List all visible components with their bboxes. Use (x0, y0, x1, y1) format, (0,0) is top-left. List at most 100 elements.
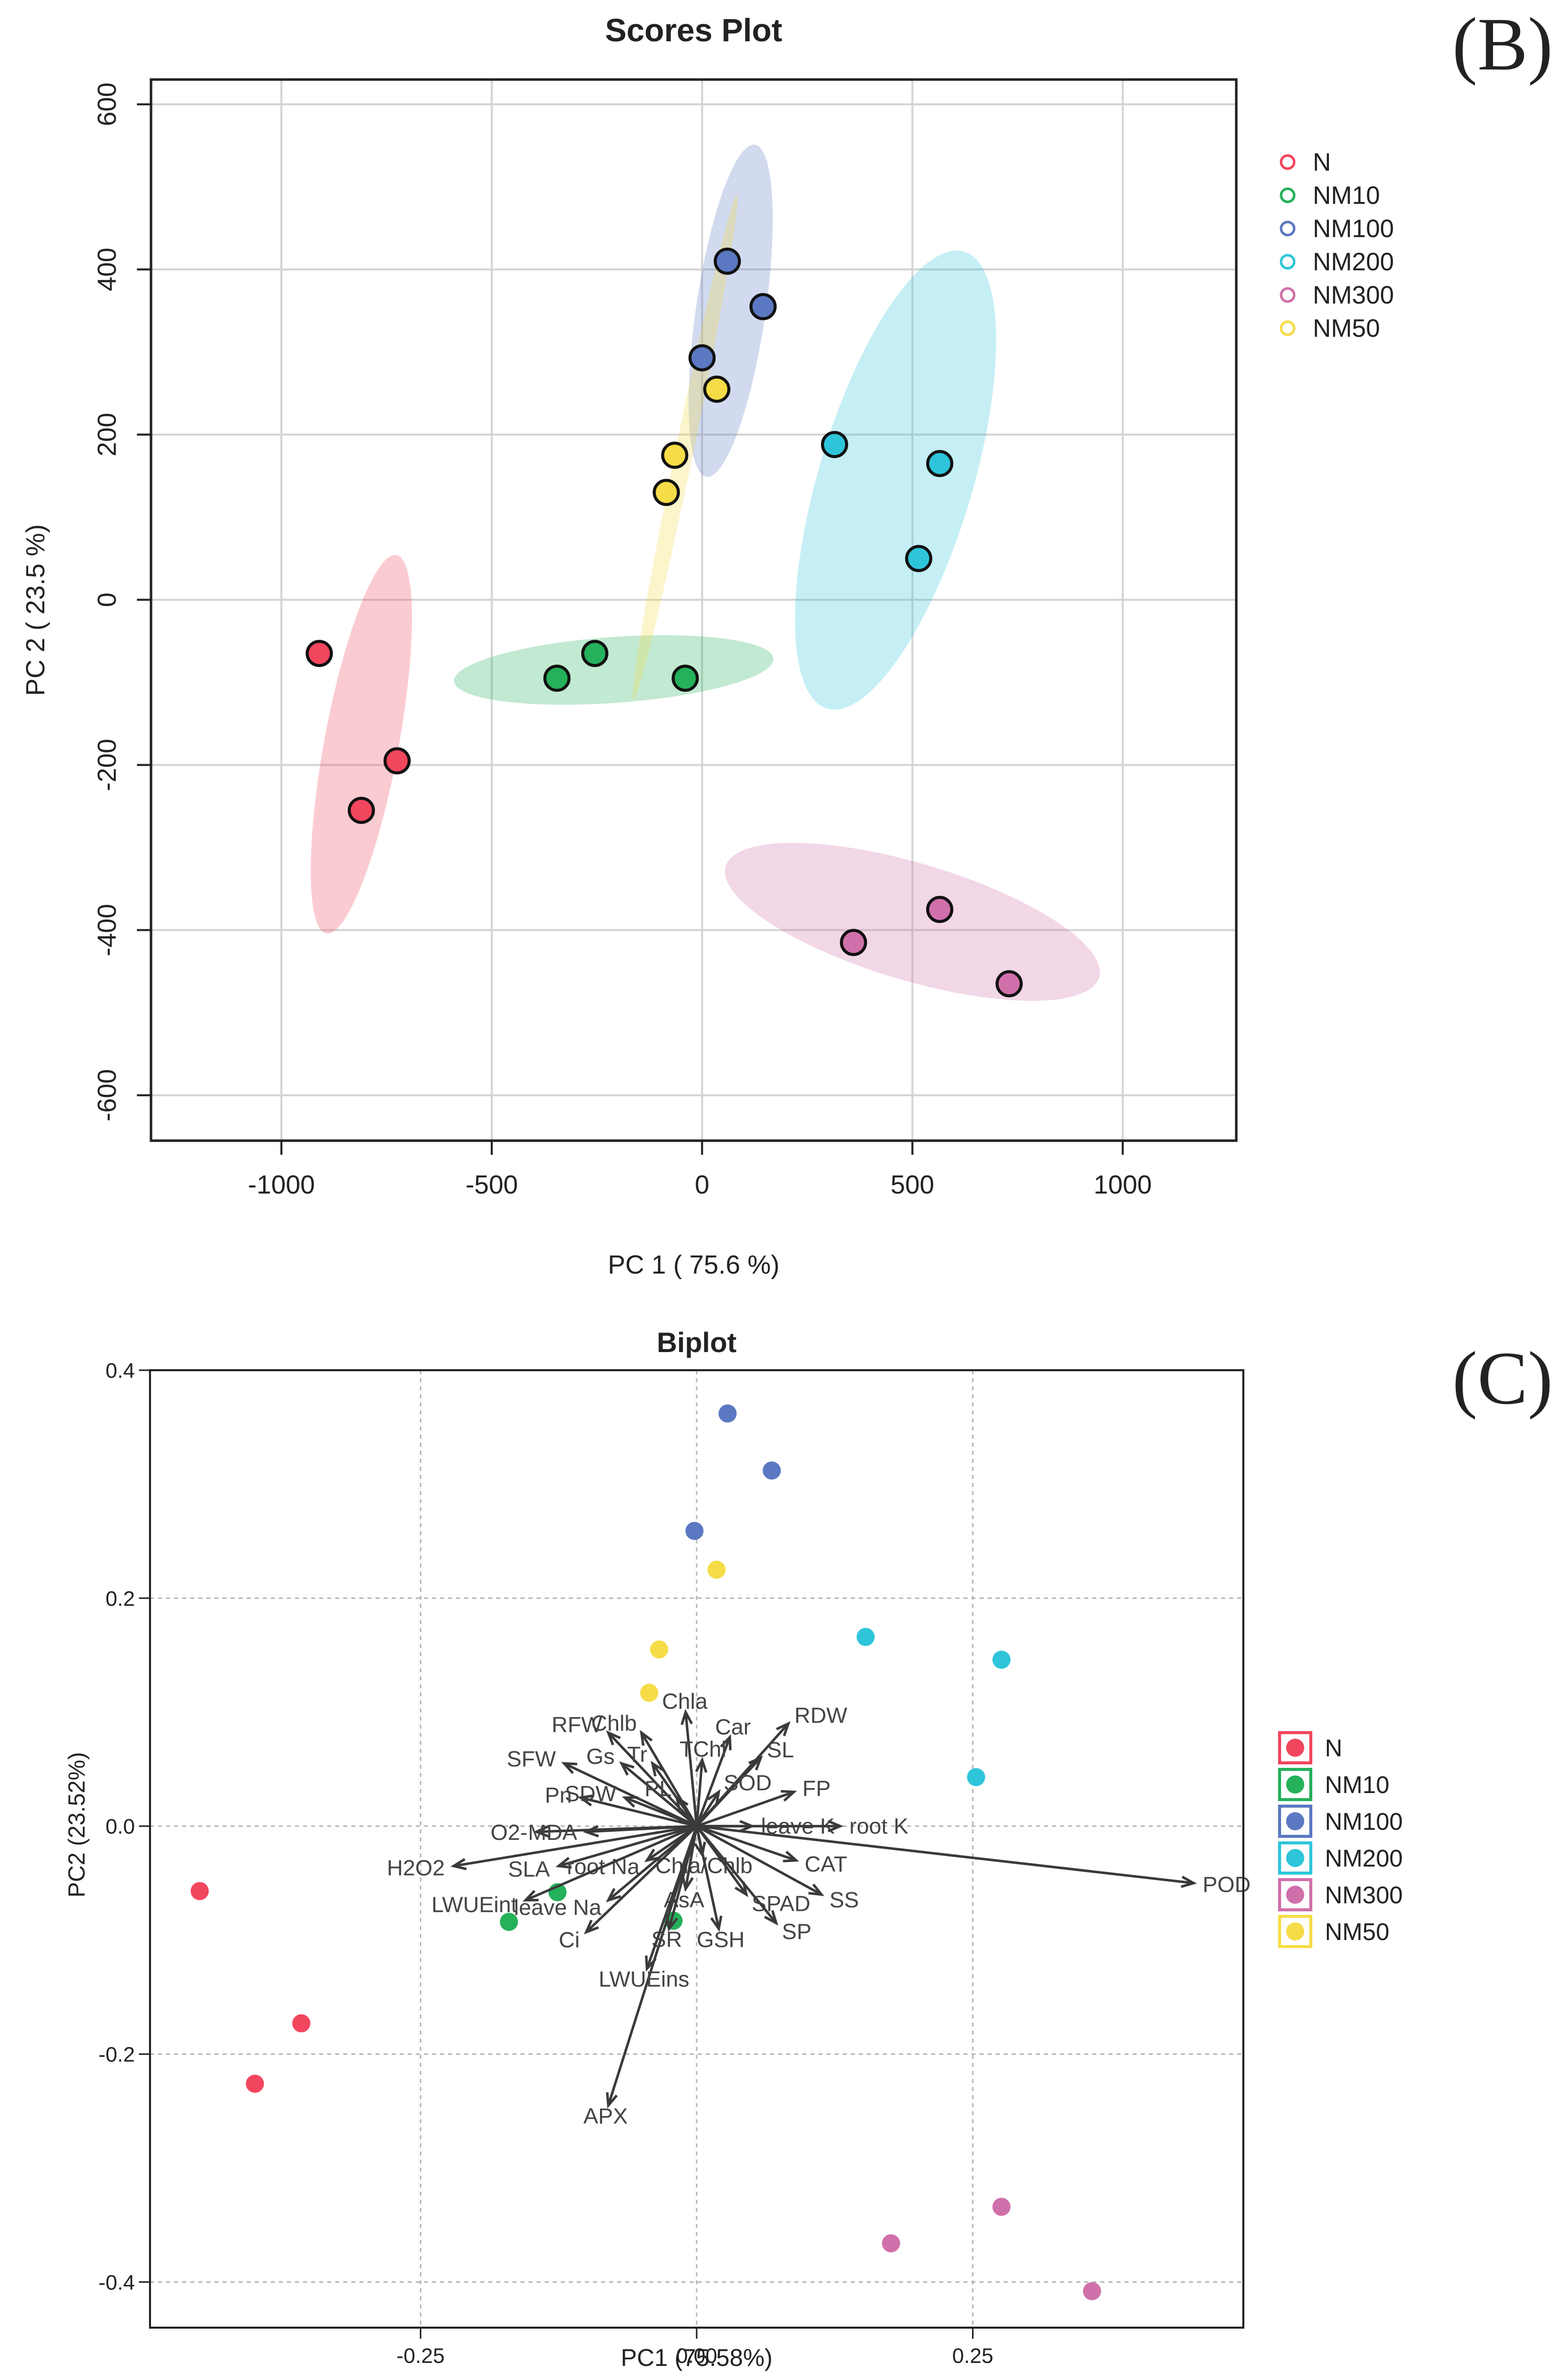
y-tick-label: 200 (93, 413, 122, 457)
loading-arrowhead-sla (555, 1856, 572, 1869)
loading-arrowhead-o2 (533, 1825, 550, 1838)
loading-arrow-gsh (695, 1826, 720, 1929)
loading-arrowhead-gs (619, 1761, 635, 1776)
loading-arrowhead-car (720, 1734, 732, 1751)
loading-arrow-leave-na (607, 1825, 698, 1901)
loading-arrowhead-pod (1180, 1876, 1197, 1888)
biplot-point-n (292, 2014, 311, 2033)
panel-label-c: (C) (1452, 1336, 1553, 1420)
scores-plot-points (306, 247, 1023, 998)
loading-arrowhead-fp (780, 1790, 797, 1802)
y-tick-label: 0 (93, 592, 122, 607)
legend-label-nm300: NM300 (1313, 281, 1394, 309)
score-point-nm100 (713, 247, 741, 275)
loading-arrowhead-chlb (639, 1730, 653, 1746)
loading-label-rfw: RFW (552, 1713, 603, 1737)
loading-label-lwueins: LWUEins (599, 1967, 689, 1992)
loading-arrowhead-asa (681, 1876, 694, 1892)
legend-label-nm300: NM300 (1325, 1882, 1403, 1909)
loading-arrow-car (695, 1737, 731, 1827)
x-tick-label: 0.25 (952, 2344, 994, 2367)
score-point-nm10 (672, 664, 699, 692)
loading-label-rdw: RDW (794, 1703, 848, 1728)
legend-label-nm50: NM50 (1325, 1919, 1389, 1946)
loading-arrow-sfw (563, 1762, 698, 1827)
loading-label-pn: Pn (545, 1783, 572, 1808)
biplot-point-nm300 (992, 2197, 1011, 2216)
y-tick-label: 0.2 (106, 1587, 135, 1610)
score-point-nm200 (905, 545, 933, 572)
loading-label-root-k: root K (849, 1814, 908, 1839)
loading-arrowhead-h2o2 (450, 1858, 467, 1871)
legend-label-n: N (1313, 148, 1331, 176)
loading-label-mda: MDA (528, 1820, 577, 1845)
loading-label-leave-na: leave Na (514, 1895, 602, 1920)
score-point-nm300 (995, 970, 1023, 998)
loading-arrow-lwueins (645, 1825, 698, 1969)
loading-arrowhead-pn (577, 1794, 594, 1807)
loading-arrowhead-sl (748, 1755, 763, 1771)
biplot-point-nm50 (707, 1560, 726, 1579)
loading-label-sla: SLA (508, 1857, 550, 1882)
loading-label-tchl: TChl (680, 1737, 726, 1761)
biplot-point-n (246, 2074, 264, 2093)
score-point-nm50 (661, 441, 689, 469)
loading-label-pl: PL (644, 1776, 672, 1801)
loading-label-fp: FP (802, 1776, 831, 1801)
loading-arrow-pn (580, 1796, 697, 1828)
legend-marker-nm100 (1280, 220, 1296, 237)
y-tick-label: -400 (93, 904, 122, 956)
y-tick-label: -0.2 (99, 2043, 135, 2066)
loading-label-chlb: Chlb (591, 1711, 637, 1736)
legend-box-nm100 (1278, 1805, 1312, 1838)
scores-plot-x-axis: -1000 -500 0 500 1000 (248, 1141, 1152, 1200)
scores-plot-frame (150, 78, 1238, 1142)
loading-arrow-sod (695, 1791, 720, 1827)
legend-label-nm10: NM10 (1313, 181, 1380, 209)
loading-arrow-ss (696, 1825, 823, 1896)
biplot-y-axis: 0.4 0.2 0.0 -0.2 -0.4 (99, 1359, 150, 2294)
legend-marker-nm10 (1280, 187, 1296, 203)
legend-marker-nm200 (1286, 1849, 1304, 1867)
loading-arrowhead-leave-na (606, 1888, 622, 1903)
loading-arrow-sr (667, 1826, 698, 1929)
x-tick-label: -1000 (248, 1170, 315, 1200)
loading-arrowhead-lwueint (522, 1890, 539, 1902)
confidence-ellipse-nm200 (795, 250, 996, 710)
scores-plot-ellipses (311, 144, 1100, 1001)
score-point-n (306, 640, 333, 667)
loading-arrowhead-sod (707, 1789, 721, 1805)
loading-arrow-h2o2 (453, 1825, 697, 1868)
biplot-points (190, 1404, 1101, 2300)
loading-label-sp: SP (782, 1919, 811, 1944)
loading-arrow-mda (586, 1825, 697, 1833)
loading-arrowhead-sp (764, 1910, 779, 1926)
loading-label-ci: Ci (559, 1928, 580, 1953)
loading-arrow-tchl (695, 1760, 704, 1826)
loading-label-apx: APX (583, 2104, 628, 2128)
biplot-legend: N NM10 NM100 NM200 NM300 NM50 (1278, 1731, 1403, 1948)
biplot-point-nm200 (992, 1651, 1011, 1669)
legend-marker-nm50 (1280, 320, 1296, 336)
biplot-y-label: PC2 (23.52%) (63, 1752, 90, 1898)
x-tick-label: 500 (890, 1170, 934, 1200)
legend-marker-nm10 (1286, 1775, 1304, 1794)
score-point-n (383, 747, 411, 775)
loading-arrowhead-tr (650, 1760, 664, 1777)
loading-arrowhead-chla (681, 1708, 693, 1725)
y-tick-label: 0.4 (106, 1359, 135, 1382)
biplot-point-nm300 (1083, 2282, 1101, 2300)
loading-arrowhead-mda (583, 1825, 599, 1838)
loading-arrowhead-sfw (561, 1762, 577, 1774)
biplot-x-axis: -0.25 0.00 0.25 (397, 2328, 994, 2367)
legend-label-nm100: NM100 (1313, 214, 1394, 243)
loading-arrow-cat (696, 1825, 797, 1862)
loading-arrowhead-tchl (695, 1756, 708, 1773)
confidence-ellipse-nm10 (454, 635, 774, 705)
score-point-nm100 (749, 293, 777, 321)
loading-arrow-sl (696, 1757, 762, 1827)
scores-plot-y-axis: 600 400 200 0 -200 -400 -600 (93, 83, 151, 1122)
loading-arrow-apx (607, 1825, 698, 2106)
